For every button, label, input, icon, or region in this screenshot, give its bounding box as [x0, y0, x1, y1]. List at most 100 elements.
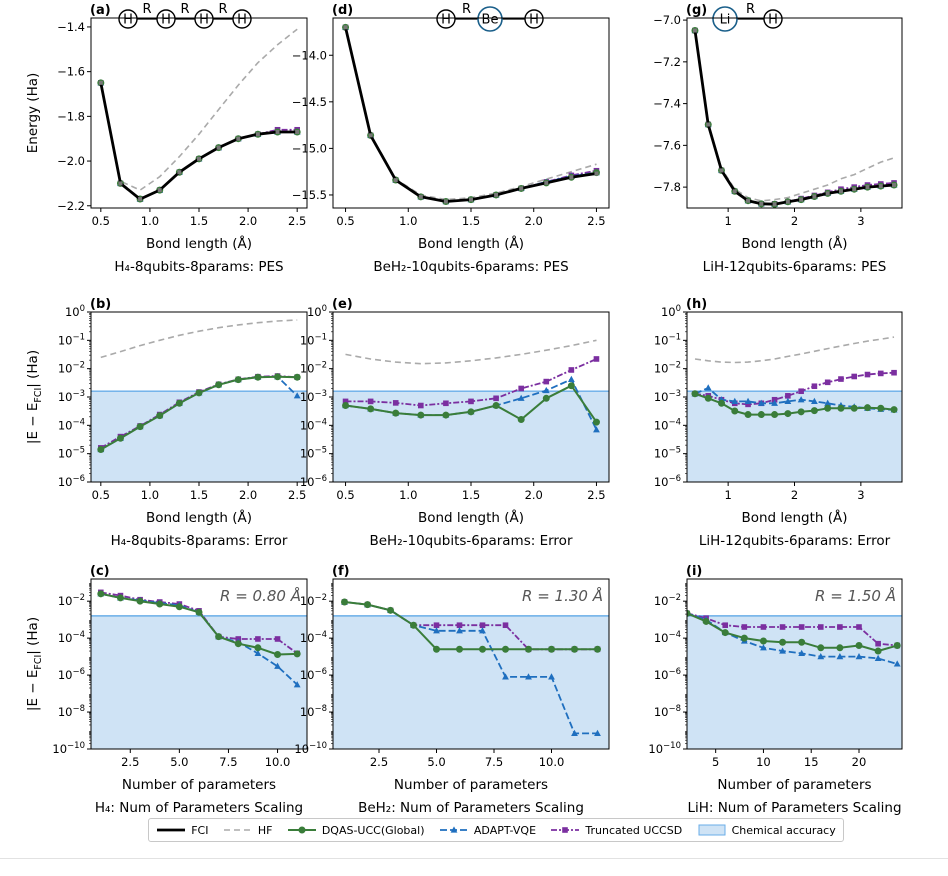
y-tick-label: 10−8 — [58, 704, 85, 719]
data-point-uccsd — [851, 373, 858, 380]
x-tick-label: 5 — [712, 755, 719, 769]
data-point-dqas — [175, 399, 183, 407]
data-point-adapt — [571, 729, 578, 736]
x-tick-label: 10.0 — [265, 755, 291, 769]
fci-point — [785, 199, 790, 204]
data-point-dqas — [824, 404, 832, 412]
data-point-dqas — [797, 408, 805, 416]
data-point-dqas — [893, 641, 901, 649]
fci-point — [469, 197, 473, 202]
x-tick-label: 1 — [724, 214, 731, 228]
atom-circle — [477, 6, 503, 32]
atom-label: H — [237, 13, 247, 28]
data-point-uccsd — [568, 367, 575, 373]
data-point-adapt — [704, 384, 712, 391]
data-point-adapt — [479, 627, 486, 634]
series-line-adapt — [99, 82, 298, 201]
data-point-adapt — [293, 681, 301, 688]
data-point-dqas — [156, 600, 164, 608]
y-axis-label: Energy (Ha) — [25, 73, 41, 154]
x-tick-label: 10 — [756, 755, 771, 769]
panel-letter: (c) — [90, 564, 110, 579]
data-point-adapt — [525, 673, 532, 680]
y-tick-label: 10−2 — [58, 593, 85, 608]
series-line-dqas — [694, 392, 895, 416]
x-tick-label: 2.0 — [239, 214, 257, 228]
legend-label: DQAS-UCC(Global) — [321, 823, 425, 837]
data-point-dqas — [837, 404, 845, 412]
x-tick-label: 15 — [804, 755, 819, 769]
y-tick-label: −7.8 — [653, 180, 681, 194]
fci-point — [368, 133, 373, 138]
data-point-dqas — [759, 637, 767, 645]
y-tick-label: 10−10 — [52, 741, 85, 756]
y-tick-label: 10−6 — [654, 667, 681, 682]
x-tick-label: 0.5 — [92, 488, 110, 502]
x-tick-label: 1.5 — [190, 214, 208, 228]
y-tick-label: −15.5 — [292, 188, 327, 202]
y-tick-label: 10−3 — [58, 389, 85, 404]
data-point-dqas — [731, 407, 739, 415]
series-line-dqas — [344, 601, 598, 651]
data-point-dqas — [836, 644, 844, 652]
fci-point — [544, 180, 549, 185]
data-point-dqas — [877, 404, 885, 412]
data-point-dqas — [341, 598, 348, 606]
data-point-dqas — [592, 418, 600, 426]
x-axis-label: Number of parameters — [394, 777, 548, 793]
x-tick-label: 2.5 — [288, 214, 306, 228]
data-point-dqas — [467, 408, 475, 416]
data-point-dqas — [704, 394, 712, 402]
data-point-dqas — [175, 603, 183, 611]
legend: FCI HF DQAS-UCC(Global) ADAPT-VQE Truncated … — [148, 818, 844, 842]
data-point-dqas — [874, 647, 882, 655]
data-point-dqas — [890, 406, 898, 414]
data-point-dqas — [855, 641, 863, 649]
panel-title: H₄-8qubits-8params: PES — [114, 259, 283, 275]
panel-letter: (d) — [332, 3, 353, 18]
legend-label: HF — [257, 823, 273, 837]
fci-point — [799, 197, 804, 202]
x-tick-label: 2.5 — [288, 488, 306, 502]
y-tick-label: −1.6 — [57, 65, 85, 79]
data-point-adapt — [760, 644, 767, 651]
data-point-uccsd — [418, 402, 424, 409]
data-point-dqas — [116, 434, 124, 442]
legend-item-adapt: ADAPT-VQE — [439, 824, 536, 837]
y-tick-label: 100 — [661, 304, 681, 319]
y-tick-label: 10−6 — [58, 474, 85, 489]
plots: 0.5 1.0 1.5 2.0 2.5 −2.2 −2.0 −1.8 −1.6 −1.4 (a) Bo… — [25, 3, 903, 816]
data-point-adapt — [824, 399, 832, 406]
fci-point — [295, 130, 300, 134]
x-axis-label: Number of parameters — [717, 777, 871, 793]
panel-letter: (b) — [90, 297, 111, 312]
series-line-hf — [100, 28, 298, 191]
x-tick-label: 1.5 — [462, 214, 480, 228]
fci-point — [838, 189, 843, 194]
x-tick-label: 5.0 — [427, 755, 445, 769]
data-point-uccsd — [745, 401, 751, 408]
panel-title: H₄: Num of Parameters Scaling — [95, 800, 303, 816]
chart-panel-i: 5 10 15 20 10−10 10−8 10−6 10−4 10−2 (i) Number of… — [648, 564, 903, 816]
data-point-uccsd — [255, 636, 261, 642]
series-group — [341, 598, 601, 736]
data-point-dqas — [779, 638, 787, 646]
data-point-dqas — [156, 412, 164, 420]
x-tick-label: 7.5 — [485, 755, 503, 769]
data-point-adapt — [874, 654, 882, 661]
series-line-uccsd — [99, 82, 298, 201]
y-tick-label: −7.6 — [653, 138, 681, 152]
panel-title: LiH-12qubits-6params: PES — [703, 259, 887, 275]
x-tick-label: 2.0 — [525, 214, 543, 228]
series-line-fci — [693, 30, 895, 206]
data-point-dqas — [744, 411, 752, 419]
y-tick-label: 100 — [307, 304, 327, 319]
bond-length-annotation: R = 0.80 Å — [220, 586, 301, 605]
legend-marker — [562, 827, 569, 833]
series-group — [97, 28, 301, 203]
data-point-uccsd — [593, 356, 600, 362]
y-tick-label: −14.5 — [292, 95, 327, 109]
chart-panel-a: 0.5 1.0 1.5 2.0 2.5 −2.2 −2.0 −1.8 −1.6 −1.4 (a) Bo… — [25, 3, 308, 275]
data-point-uccsd — [856, 624, 862, 630]
fci-point — [759, 201, 764, 206]
